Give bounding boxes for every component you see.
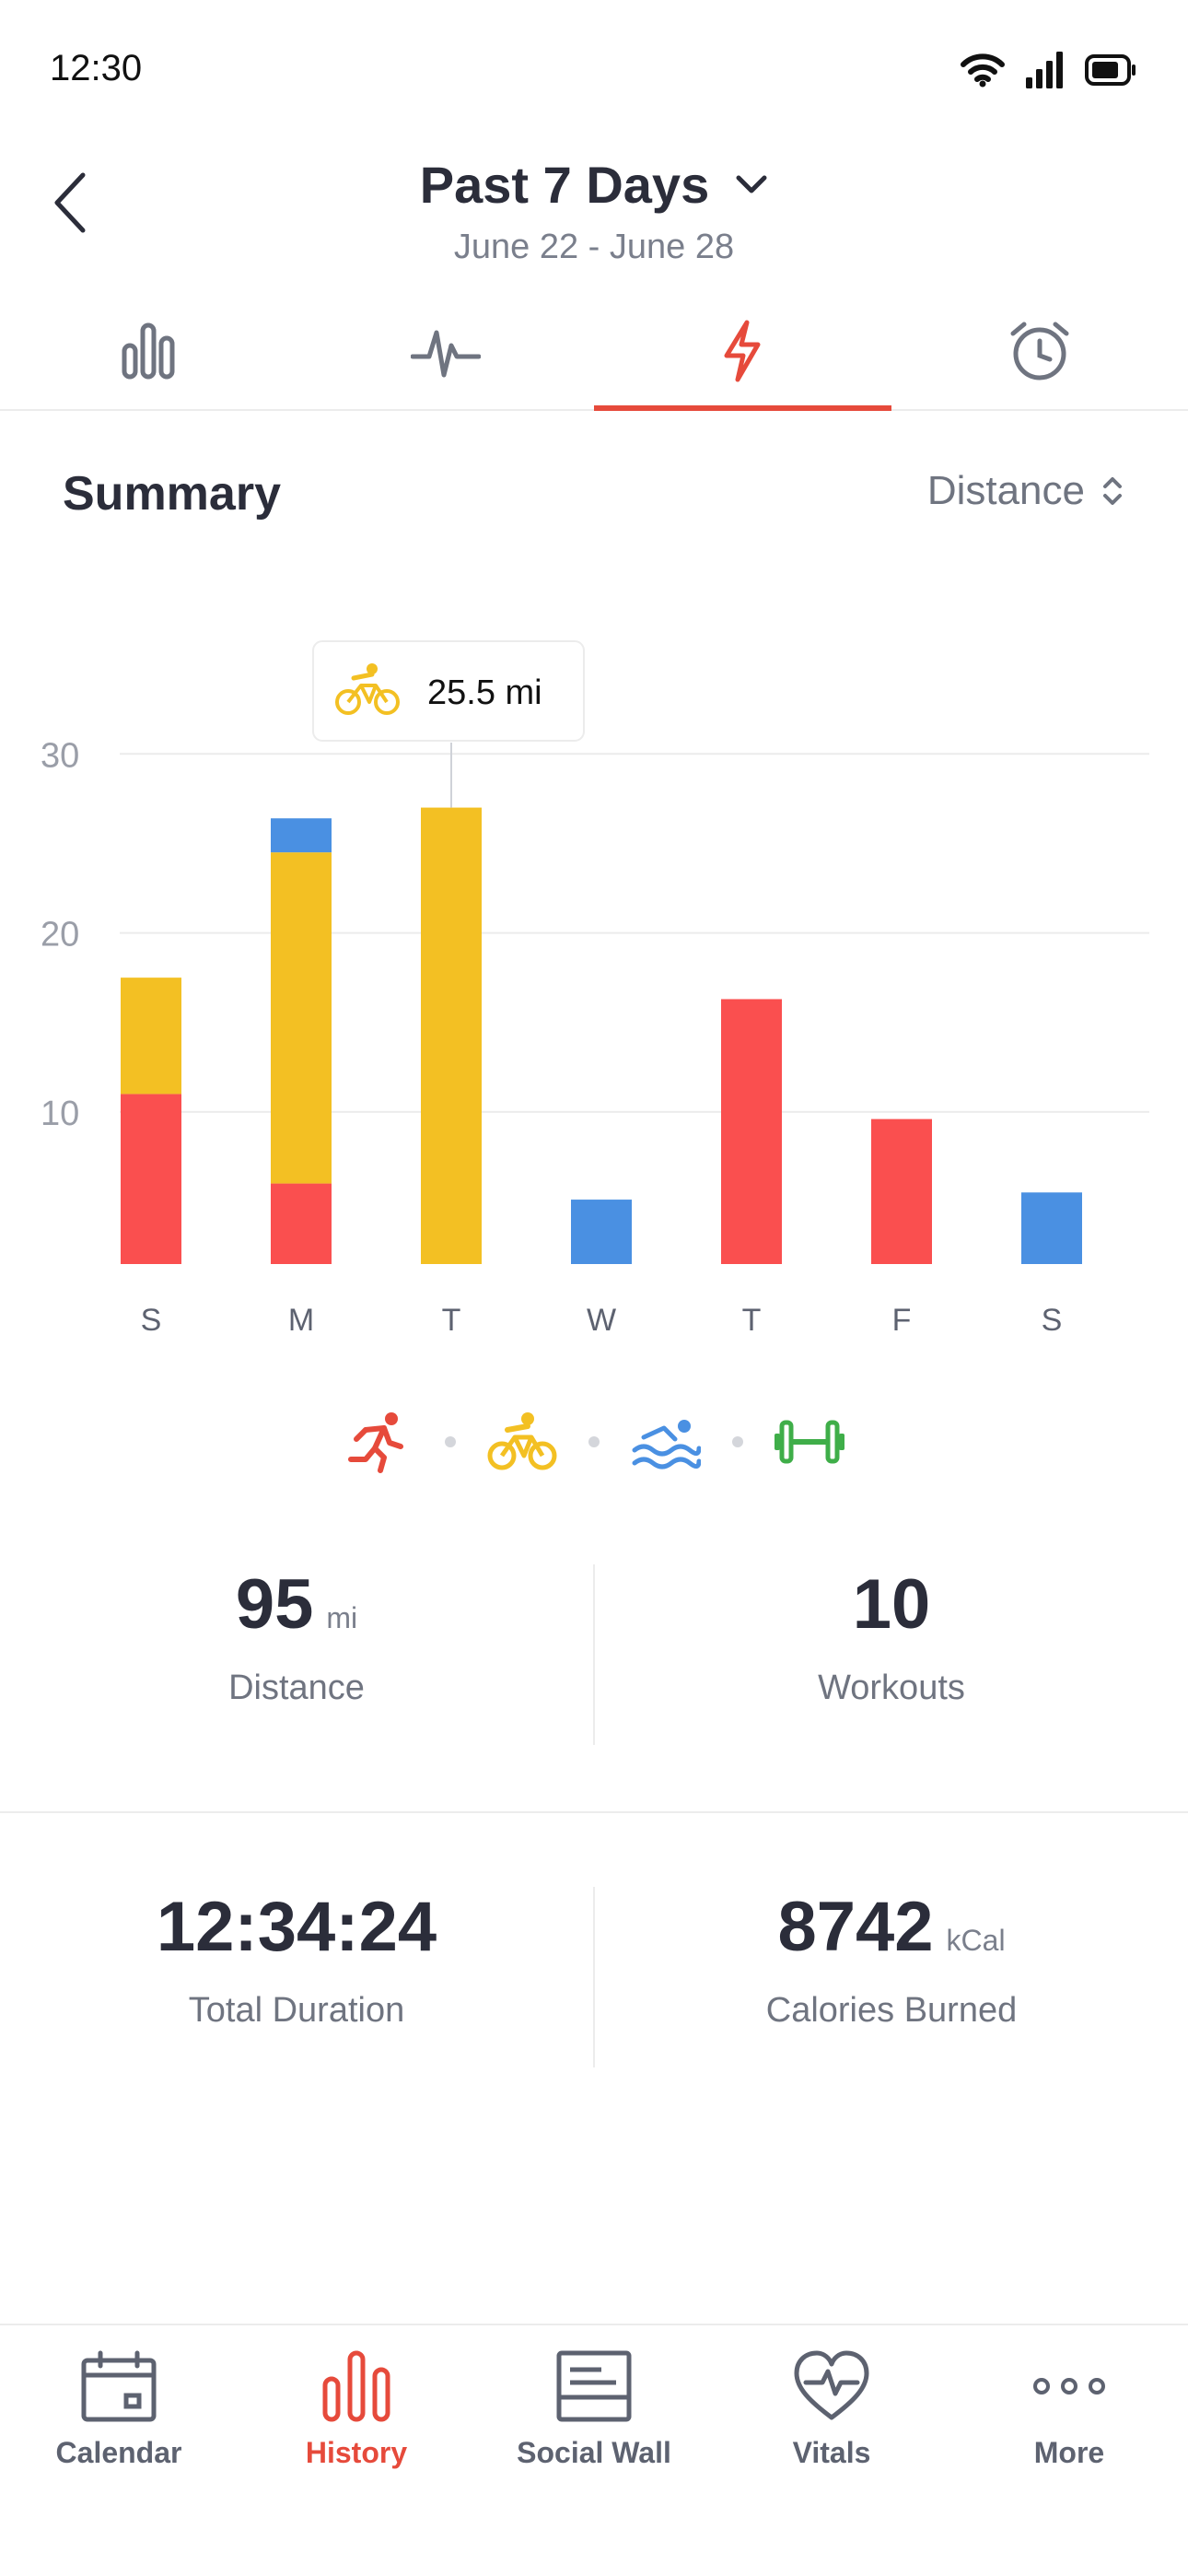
nav-more[interactable]: More	[950, 2325, 1188, 2576]
chevron-down-icon	[736, 175, 767, 193]
x-tick-label: W	[587, 1303, 616, 1338]
status-icons	[960, 52, 1136, 88]
stat-calories: 8742 kCal Calories Burned	[593, 1887, 1188, 2067]
bar-run[interactable]	[721, 999, 782, 1264]
bar-chart-icon	[322, 2350, 390, 2422]
view-tabs	[0, 293, 1188, 411]
bike-icon	[335, 663, 400, 715]
stat-distance-unit: mi	[326, 1601, 358, 1634]
x-tick-label: S	[141, 1303, 162, 1338]
signal-icon	[1026, 52, 1063, 88]
tab-heart-rate[interactable]	[297, 293, 595, 409]
stats-divider	[0, 1811, 1188, 1813]
news-icon	[556, 2350, 632, 2422]
tooltip-value: 25.5 mi	[427, 673, 542, 712]
nav-more-label: More	[1033, 2436, 1105, 2469]
stat-duration-label: Total Duration	[188, 1991, 405, 2030]
summary-title: Summary	[63, 467, 281, 521]
bike-icon	[487, 1412, 557, 1470]
stat-distance: 95 mi Distance	[0, 1564, 593, 1745]
nav-history[interactable]: History	[238, 2325, 475, 2576]
chevron-left-icon	[54, 172, 86, 233]
bar-chart-icon	[122, 322, 175, 380]
tab-sleep[interactable]	[891, 293, 1188, 409]
stat-calories-unit: kCal	[946, 1924, 1006, 1957]
tooltip-box	[312, 640, 585, 742]
sort-icon	[1103, 477, 1122, 505]
nav-social-wall-label: Social Wall	[517, 2436, 671, 2469]
back-button[interactable]	[44, 166, 109, 249]
bar-run[interactable]	[271, 1183, 332, 1264]
page-title: Past 7 Days	[419, 156, 710, 214]
header: Past 7 Days June 22 - June 28	[0, 155, 1188, 267]
stats-row-1: 95 mi Distance 10 Workouts	[0, 1564, 1188, 1745]
tab-overview[interactable]	[0, 293, 297, 409]
nav-vitals[interactable]: Vitals	[713, 2325, 950, 2576]
bar-swim[interactable]	[271, 818, 332, 853]
wifi-icon	[961, 53, 1005, 88]
stats-row-2: 12:34:24 Total Duration 8742 kCal Calorie…	[0, 1887, 1188, 2067]
summary-chart: 10 20 30 S M T W T F S 25.5 mi	[41, 640, 1149, 1338]
stat-distance-label: Distance	[228, 1669, 365, 1707]
nav-calendar-label: Calendar	[55, 2436, 182, 2469]
run-icon	[348, 1412, 403, 1473]
calendar-icon	[81, 2350, 157, 2422]
x-tick-label: S	[1042, 1303, 1063, 1338]
bar-bike[interactable]	[271, 852, 332, 1184]
x-tick-label: M	[288, 1303, 314, 1338]
x-tick-label: T	[742, 1303, 762, 1338]
nav-vitals-label: Vitals	[792, 2436, 871, 2469]
y-tick-label: 10	[41, 1095, 79, 1133]
stat-workouts-value: 10	[852, 1565, 931, 1644]
stat-distance-value: 95	[235, 1565, 314, 1644]
stat-duration: 12:34:24 Total Duration	[0, 1887, 593, 2067]
date-range: June 22 - June 28	[453, 228, 735, 266]
legend-separator	[588, 1436, 600, 1447]
alarm-clock-icon	[1010, 322, 1069, 381]
legend-separator	[445, 1436, 456, 1447]
stat-workouts-label: Workouts	[818, 1669, 965, 1707]
y-tick-label: 20	[41, 916, 79, 954]
heart-pulse-icon	[794, 2350, 869, 2420]
nav-calendar[interactable]: Calendar	[0, 2325, 238, 2576]
stat-calories-label: Calories Burned	[765, 1991, 1018, 2030]
tab-activity[interactable]	[594, 293, 891, 411]
bar-swim[interactable]	[1021, 1192, 1082, 1264]
chart-legend	[0, 1410, 1188, 1474]
stat-duration-value: 12:34:24	[156, 1888, 437, 1966]
dumbbell-icon	[775, 1420, 844, 1464]
y-tick-label: 30	[41, 736, 79, 775]
period-selector[interactable]: Past 7 Days	[420, 155, 768, 215]
metric-selector[interactable]: Distance	[927, 468, 1124, 514]
chart-tooltip: 25.5 mi	[312, 640, 585, 742]
lightning-icon	[724, 320, 761, 382]
bar-run[interactable]	[121, 1094, 181, 1264]
bar-swim[interactable]	[571, 1200, 632, 1264]
legend-separator	[732, 1436, 743, 1447]
nav-history-label: History	[305, 2436, 408, 2469]
bar-run[interactable]	[871, 1118, 932, 1264]
more-icon	[1033, 2378, 1105, 2395]
metric-label: Distance	[926, 468, 1085, 513]
stat-workouts: 10 Workouts	[593, 1564, 1188, 1745]
heartbeat-icon	[410, 330, 481, 378]
x-tick-label: T	[442, 1303, 461, 1338]
battery-icon	[1085, 54, 1136, 86]
bottom-nav: Calendar History Social Wall Vitals More	[0, 2324, 1188, 2576]
swim-icon	[632, 1420, 701, 1469]
x-tick-label: F	[892, 1303, 912, 1338]
status-time: 12:30	[50, 48, 143, 88]
bar-bike[interactable]	[121, 978, 181, 1095]
stat-calories-value: 8742	[777, 1888, 934, 1966]
bar-bike[interactable]	[421, 807, 482, 1264]
nav-social-wall[interactable]: Social Wall	[475, 2325, 713, 2576]
